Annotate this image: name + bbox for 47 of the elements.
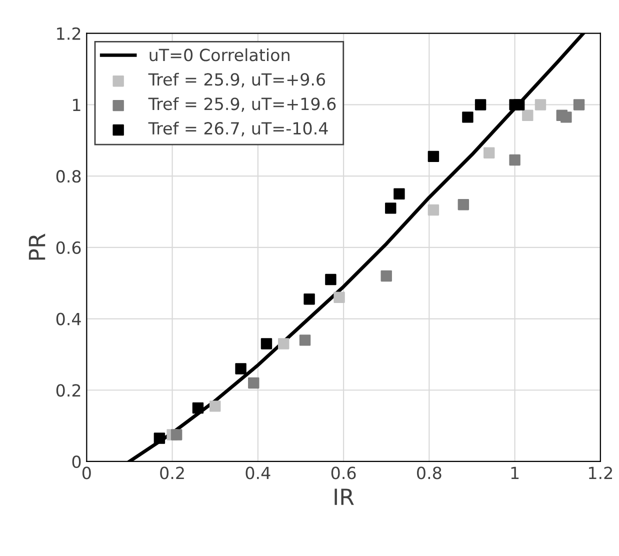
point bbox=[299, 334, 311, 346]
point bbox=[170, 429, 182, 440]
x-tick-label: 0.2 bbox=[160, 466, 184, 480]
point bbox=[534, 99, 546, 110]
point bbox=[334, 292, 345, 303]
point bbox=[573, 99, 585, 110]
x-tick-label: 0 bbox=[82, 466, 91, 480]
legend-label: Tref = 25.9, uT=+19.6 bbox=[148, 97, 336, 112]
point bbox=[462, 112, 474, 123]
legend-label: Tref = 26.7, uT=-10.4 bbox=[148, 122, 328, 136]
point bbox=[458, 199, 470, 210]
point bbox=[474, 99, 486, 110]
y-tick-label: 0.2 bbox=[56, 384, 80, 397]
point bbox=[513, 99, 525, 110]
point bbox=[428, 150, 440, 162]
y-tick-label: 0.4 bbox=[56, 312, 81, 326]
point bbox=[248, 377, 260, 389]
y-tick-label: 0 bbox=[72, 455, 81, 468]
x-tick-label: 1 bbox=[511, 466, 519, 480]
x-tick-label: 0.8 bbox=[417, 466, 442, 480]
y-tick-label: 1.2 bbox=[57, 27, 80, 40]
point bbox=[394, 188, 405, 200]
legend-label: uT=0 Correlation bbox=[150, 48, 290, 62]
point bbox=[278, 338, 290, 350]
point bbox=[380, 270, 392, 282]
point bbox=[154, 432, 166, 444]
x-axis-title: IR bbox=[334, 488, 354, 505]
point bbox=[192, 402, 204, 414]
point bbox=[522, 110, 534, 122]
point bbox=[509, 154, 520, 166]
point bbox=[325, 274, 336, 286]
point bbox=[304, 294, 315, 305]
point bbox=[428, 204, 440, 216]
point bbox=[560, 112, 572, 123]
point bbox=[260, 338, 272, 350]
y-tick-label: 0.6 bbox=[56, 241, 81, 254]
x-tick-label: 0.4 bbox=[246, 466, 270, 480]
y-tick-label: 1 bbox=[73, 98, 80, 112]
y-tick-label: 0.8 bbox=[56, 170, 81, 183]
point bbox=[209, 400, 221, 412]
y-axis-title: PR bbox=[28, 234, 46, 260]
point bbox=[385, 202, 396, 214]
legend-label: Tref = 25.9, uT=+9.6 bbox=[148, 72, 326, 88]
point bbox=[235, 363, 246, 374]
x-tick-label: 1.2 bbox=[589, 466, 612, 480]
point bbox=[484, 147, 495, 158]
x-tick-label: 0.6 bbox=[331, 466, 356, 480]
